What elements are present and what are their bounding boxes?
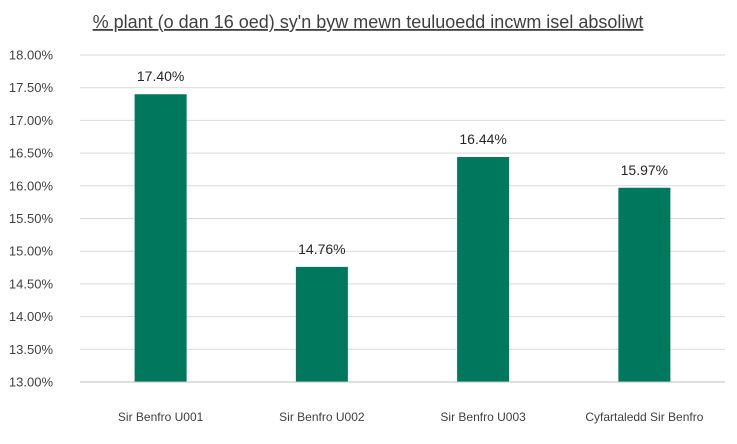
x-axis-category-labels: Sir Benfro U001 Sir Benfro U002 Sir Benfro… [118,410,704,424]
chart-title: % plant (o dan 16 oed) sy'n byw mewn teu… [93,12,644,32]
y-tick-label: 14.00% [9,309,54,324]
bar [295,266,348,382]
category-label: Cyfartaledd Sir Benfro [585,410,703,424]
y-tick-label: 16.50% [9,146,54,161]
bar [134,94,187,383]
y-tick-label: 13.00% [9,375,54,390]
category-label: Sir Benfro U002 [279,410,365,424]
gridlines [80,54,725,383]
data-label: 14.76% [298,241,345,257]
data-labels: 17.40% 14.76% 16.44% 15.97% [137,68,668,257]
y-tick-label: 13.50% [9,342,54,357]
data-label: 16.44% [459,131,506,147]
category-label: Sir Benfro U003 [440,410,526,424]
bars [134,94,671,383]
data-label: 17.40% [137,68,184,84]
y-tick-label: 18.00% [9,48,54,63]
y-tick-label: 16.00% [9,178,54,193]
y-tick-label: 14.50% [9,276,54,291]
data-label: 15.97% [621,162,668,178]
bar [618,187,671,382]
y-axis-tick-labels: 13.00% 13.50% 14.00% 14.50% 15.00% 15.50% 16.0… [9,48,54,390]
y-tick-label: 17.00% [9,113,54,128]
category-label: Sir Benfro U001 [118,410,204,424]
y-tick-label: 15.50% [9,211,54,226]
y-tick-label: 17.50% [9,80,54,95]
bar [457,157,510,382]
y-tick-label: 15.00% [9,244,54,259]
